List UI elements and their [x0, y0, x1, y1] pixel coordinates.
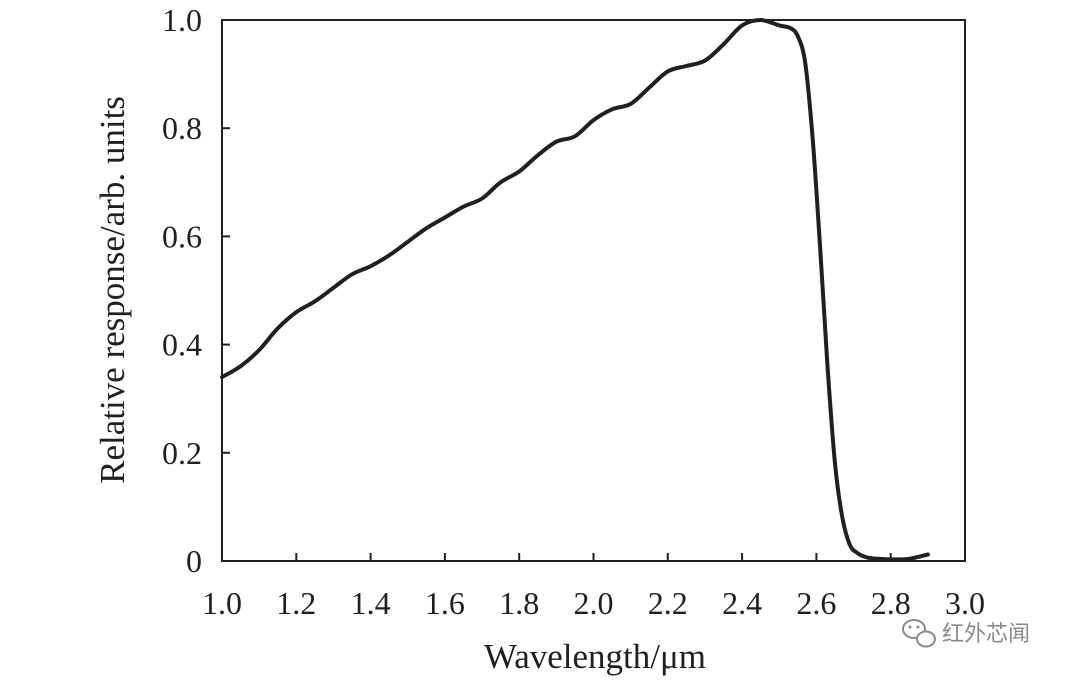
x-tick-label: 1.4 — [351, 585, 391, 621]
x-tick-label: 2.0 — [574, 585, 614, 621]
y-tick-label: 0.8 — [162, 110, 202, 146]
watermark-text: 红外芯闻 — [942, 622, 1030, 647]
y-tick-label: 1.0 — [162, 2, 202, 38]
y-tick-label: 0.2 — [162, 435, 202, 471]
series-line — [220, 18, 930, 562]
x-axis-label: Wavelength/μm — [484, 637, 706, 676]
x-tick-label: 2.4 — [722, 585, 762, 621]
y-axis-ticks: 0 0.2 0.4 0.6 0.8 1.0 — [162, 2, 230, 579]
x-axis-ticks: 1.0 1.2 1.4 1.6 1.8 2.0 2.2 2.4 2.6 2.8 3.0 — [202, 553, 985, 621]
x-tick-label: 2.6 — [796, 585, 836, 621]
plot-frame — [221, 19, 966, 562]
x-tick-label: 3.0 — [945, 585, 985, 621]
y-axis-label: Relative response/arb. units — [93, 96, 132, 484]
x-tick-label: 1.8 — [499, 585, 539, 621]
y-tick-label: 0 — [186, 543, 202, 579]
x-tick-label: 1.2 — [276, 585, 316, 621]
y-tick-label: 0.4 — [162, 327, 202, 363]
wechat-icon — [902, 619, 936, 648]
x-tick-label: 2.8 — [871, 585, 911, 621]
x-tick-label: 1.6 — [425, 585, 465, 621]
x-tick-label: 1.0 — [202, 585, 242, 621]
watermark: 红外芯闻 — [902, 619, 1030, 648]
x-tick-label: 2.2 — [648, 585, 688, 621]
y-tick-label: 0.6 — [162, 218, 202, 254]
